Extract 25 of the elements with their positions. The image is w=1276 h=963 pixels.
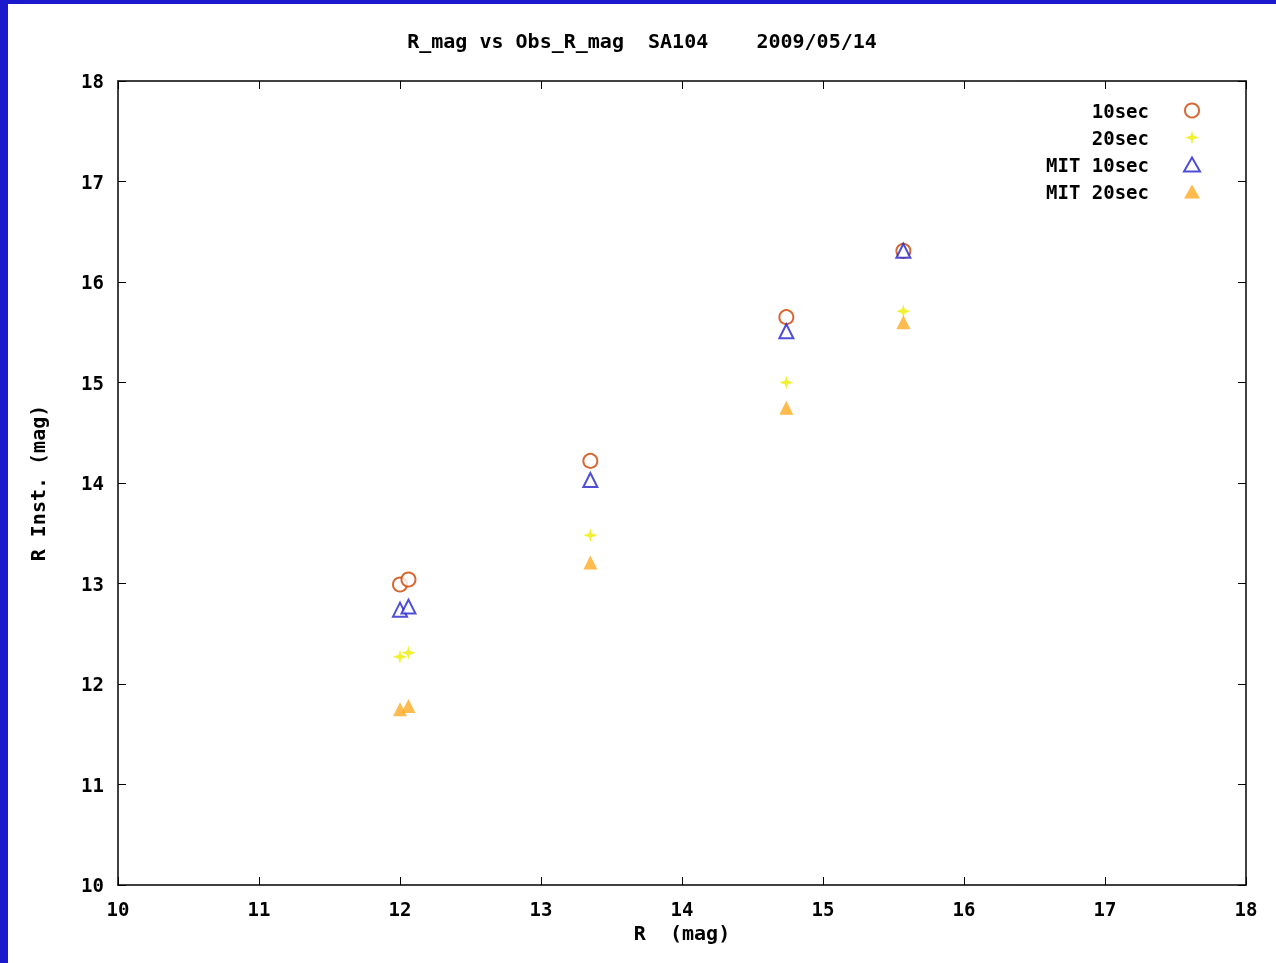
x-tick-label: 11 bbox=[247, 897, 271, 920]
x-axis-title: R (mag) bbox=[633, 921, 731, 945]
y-tick-label: 12 bbox=[81, 673, 104, 695]
y-tick-label: 17 bbox=[81, 170, 104, 193]
y-tick-label: 15 bbox=[81, 371, 104, 394]
x-tick-label: 10 bbox=[106, 897, 130, 920]
y-tick-label: 14 bbox=[81, 472, 104, 494]
legend-label: 20sec bbox=[1091, 126, 1149, 149]
x-tick-label: 14 bbox=[670, 897, 694, 920]
y-axis-title: R Inst. (mag) bbox=[26, 404, 50, 562]
x-tick-label: 16 bbox=[952, 897, 976, 920]
y-tick-label: 18 bbox=[81, 70, 104, 92]
legend-label: MIT 20sec bbox=[1046, 180, 1149, 203]
y-tick-label: 10 bbox=[81, 874, 104, 896]
x-tick-label: 13 bbox=[529, 897, 553, 920]
x-tick-label: 18 bbox=[1234, 897, 1258, 920]
x-tick-label: 12 bbox=[388, 897, 412, 920]
x-tick-label: 17 bbox=[1093, 897, 1117, 920]
legend-label: 10sec bbox=[1091, 99, 1149, 122]
legend-label: MIT 10sec bbox=[1046, 153, 1149, 176]
chart-title: R_mag vs Obs_R_mag SA104 2009/05/14 bbox=[407, 29, 877, 53]
x-tick-label: 15 bbox=[811, 897, 835, 920]
y-tick-label: 13 bbox=[81, 572, 104, 595]
y-tick-label: 16 bbox=[81, 271, 104, 293]
y-tick-label: 11 bbox=[81, 773, 104, 796]
